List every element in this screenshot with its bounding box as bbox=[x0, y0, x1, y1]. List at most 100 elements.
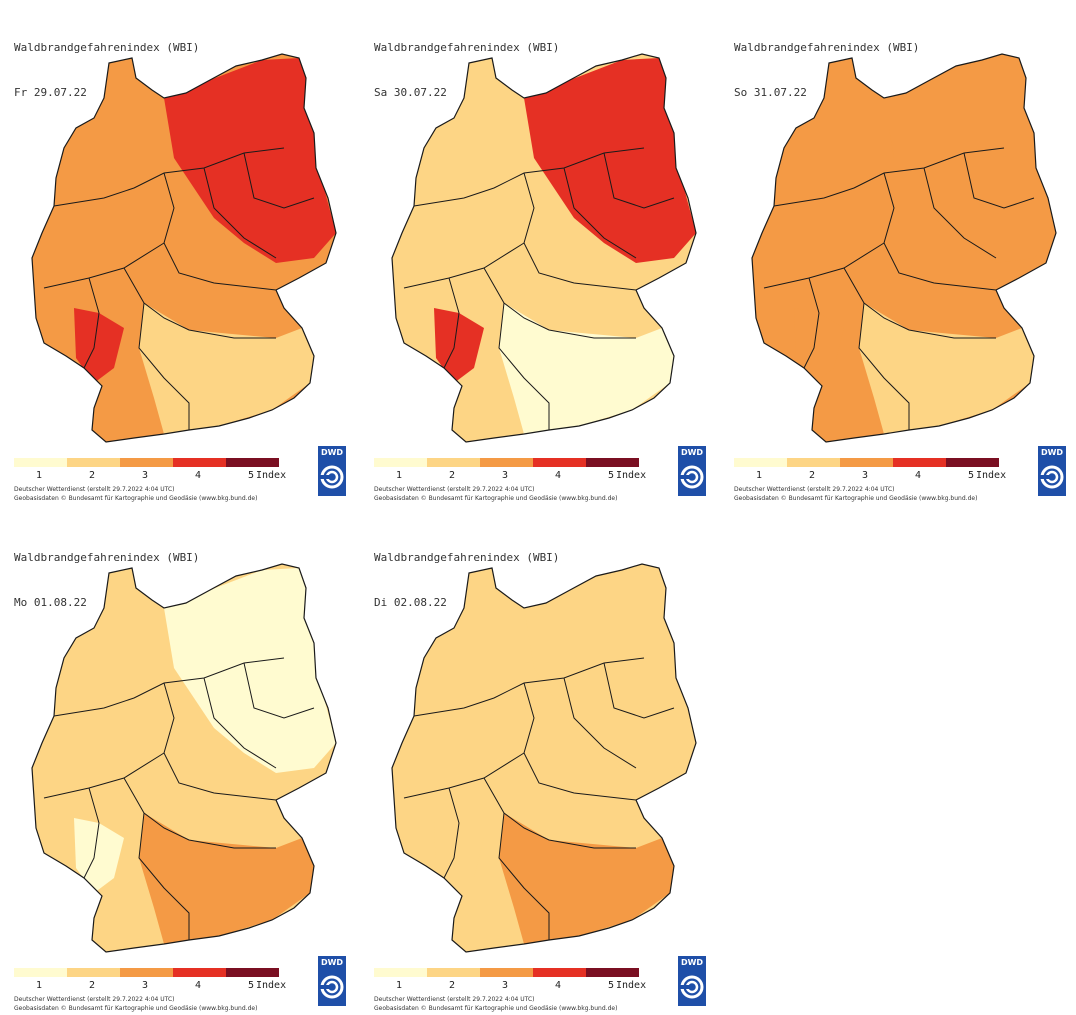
state-border bbox=[443, 277, 460, 369]
panel-title: Waldbrandgefahrenindex (WBI) bbox=[14, 551, 200, 564]
credit-line-1: Deutscher Wetterdienst (erstellt 29.7.20… bbox=[374, 486, 535, 493]
legend-unit: Index bbox=[616, 470, 647, 481]
legend-tick-label: 5 bbox=[608, 470, 615, 481]
credit-line-2: Geobasisdaten © Bundesamt für Kartograph… bbox=[734, 495, 978, 502]
country-outline bbox=[31, 563, 337, 953]
state-border bbox=[603, 152, 675, 209]
legend-swatch-3 bbox=[120, 968, 173, 977]
legend-swatch-5 bbox=[586, 458, 639, 467]
legend-swatch-5 bbox=[586, 968, 639, 977]
dwd-logo: DWD bbox=[318, 446, 346, 496]
state-border bbox=[483, 267, 636, 339]
legend-tick-label: 4 bbox=[915, 470, 922, 481]
panel-date: Mo 01.08.22 bbox=[14, 596, 87, 609]
state-border bbox=[163, 172, 277, 291]
legend-tick-label: 2 bbox=[449, 980, 456, 991]
map-panel-4: Waldbrandgefahrenindex (WBI) Mo 01.08.22… bbox=[14, 520, 369, 1015]
state-border bbox=[43, 752, 165, 799]
panel-date: So 31.07.22 bbox=[734, 86, 807, 99]
state-border bbox=[498, 812, 550, 940]
legend-tick-label: 4 bbox=[195, 470, 202, 481]
legend-ticks: 1 2 3 4 5 bbox=[734, 470, 1014, 482]
state-border bbox=[403, 242, 525, 289]
legend-colorbar bbox=[734, 458, 999, 467]
dwd-spiral-icon bbox=[320, 465, 344, 489]
germany-fire-index-map bbox=[31, 53, 337, 443]
legend-swatch-4 bbox=[533, 968, 586, 977]
state-border bbox=[403, 752, 525, 799]
legend-swatch-3 bbox=[840, 458, 893, 467]
fire-index-zone bbox=[164, 58, 336, 263]
state-border bbox=[483, 777, 636, 849]
legend: 1 2 3 4 5 Index Deutscher Wetterdienst (erst… bbox=[14, 450, 334, 502]
state-border bbox=[963, 152, 1035, 209]
legend-tick-label: 4 bbox=[555, 470, 562, 481]
fire-index-zone bbox=[884, 58, 1056, 263]
fire-index-zone bbox=[139, 813, 314, 944]
legend-swatch-2 bbox=[67, 458, 120, 467]
fire-index-zone bbox=[524, 568, 696, 773]
legend-swatch-2 bbox=[67, 968, 120, 977]
legend-swatch-5 bbox=[226, 968, 279, 977]
panel-title: Waldbrandgefahrenindex (WBI) bbox=[374, 551, 560, 564]
legend-ticks: 1 2 3 4 5 bbox=[14, 470, 294, 482]
fire-index-zone bbox=[164, 568, 336, 773]
fire-index-zone bbox=[434, 308, 484, 383]
map-panel-1: Waldbrandgefahrenindex (WBI) Fr 29.07.22… bbox=[14, 10, 369, 505]
legend-ticks: 1 2 3 4 5 bbox=[374, 980, 654, 992]
legend-swatch-4 bbox=[893, 458, 946, 467]
panel-date: Sa 30.07.22 bbox=[374, 86, 447, 99]
credit-line-2: Geobasisdaten © Bundesamt für Kartograph… bbox=[374, 1005, 618, 1012]
panel-title: Waldbrandgefahrenindex (WBI) bbox=[734, 41, 920, 54]
legend-tick-label: 3 bbox=[142, 470, 149, 481]
legend-swatch-1 bbox=[14, 458, 67, 467]
state-border bbox=[163, 682, 277, 801]
legend-swatch-4 bbox=[173, 968, 226, 977]
legend-swatch-5 bbox=[226, 458, 279, 467]
map-panel-3: Waldbrandgefahrenindex (WBI) So 31.07.22… bbox=[734, 10, 1076, 505]
legend-tick-label: 3 bbox=[142, 980, 149, 991]
legend-colorbar bbox=[14, 968, 279, 977]
legend-tick-label: 3 bbox=[862, 470, 869, 481]
germany-fire-index-map bbox=[751, 53, 1057, 443]
dwd-logo: DWD bbox=[318, 956, 346, 1006]
state-border bbox=[523, 172, 637, 291]
fire-index-zone bbox=[499, 813, 674, 944]
state-border bbox=[763, 242, 885, 289]
legend-ticks: 1 2 3 4 5 bbox=[14, 980, 294, 992]
legend-swatch-1 bbox=[734, 458, 787, 467]
state-border bbox=[138, 812, 190, 940]
country-outline bbox=[391, 53, 697, 443]
state-border bbox=[803, 277, 820, 369]
state-border bbox=[443, 787, 460, 879]
state-border bbox=[203, 677, 277, 769]
fire-index-zone bbox=[74, 308, 124, 383]
state-border bbox=[243, 662, 315, 719]
fire-index-zone bbox=[859, 303, 1034, 434]
dwd-logo: DWD bbox=[678, 446, 706, 496]
legend-tick-label: 2 bbox=[89, 980, 96, 991]
dwd-spiral-icon bbox=[1040, 465, 1064, 489]
legend-tick-label: 2 bbox=[89, 470, 96, 481]
legend-tick-label: 1 bbox=[36, 470, 43, 481]
state-border bbox=[523, 682, 637, 801]
legend-swatch-2 bbox=[427, 458, 480, 467]
state-border bbox=[123, 777, 276, 849]
credit-line-1: Deutscher Wetterdienst (erstellt 29.7.20… bbox=[14, 996, 175, 1003]
map-panel-2: Waldbrandgefahrenindex (WBI) Sa 30.07.22… bbox=[374, 10, 729, 505]
credit-line-1: Deutscher Wetterdienst (erstellt 29.7.20… bbox=[14, 486, 175, 493]
state-border bbox=[563, 677, 637, 769]
state-border bbox=[43, 242, 165, 289]
state-border bbox=[883, 172, 997, 291]
state-border bbox=[83, 787, 100, 879]
state-border bbox=[563, 167, 637, 259]
legend-swatch-5 bbox=[946, 458, 999, 467]
fire-index-zone bbox=[499, 303, 674, 434]
legend: 1 2 3 4 5 Index Deutscher Wetterdienst (erst… bbox=[734, 450, 1054, 502]
state-border bbox=[858, 302, 910, 430]
legend-tick-label: 5 bbox=[968, 470, 975, 481]
credit-line-2: Geobasisdaten © Bundesamt für Kartograph… bbox=[14, 1005, 258, 1012]
legend-tick-label: 1 bbox=[396, 470, 403, 481]
state-border bbox=[843, 267, 996, 339]
dwd-logo: DWD bbox=[678, 956, 706, 1006]
